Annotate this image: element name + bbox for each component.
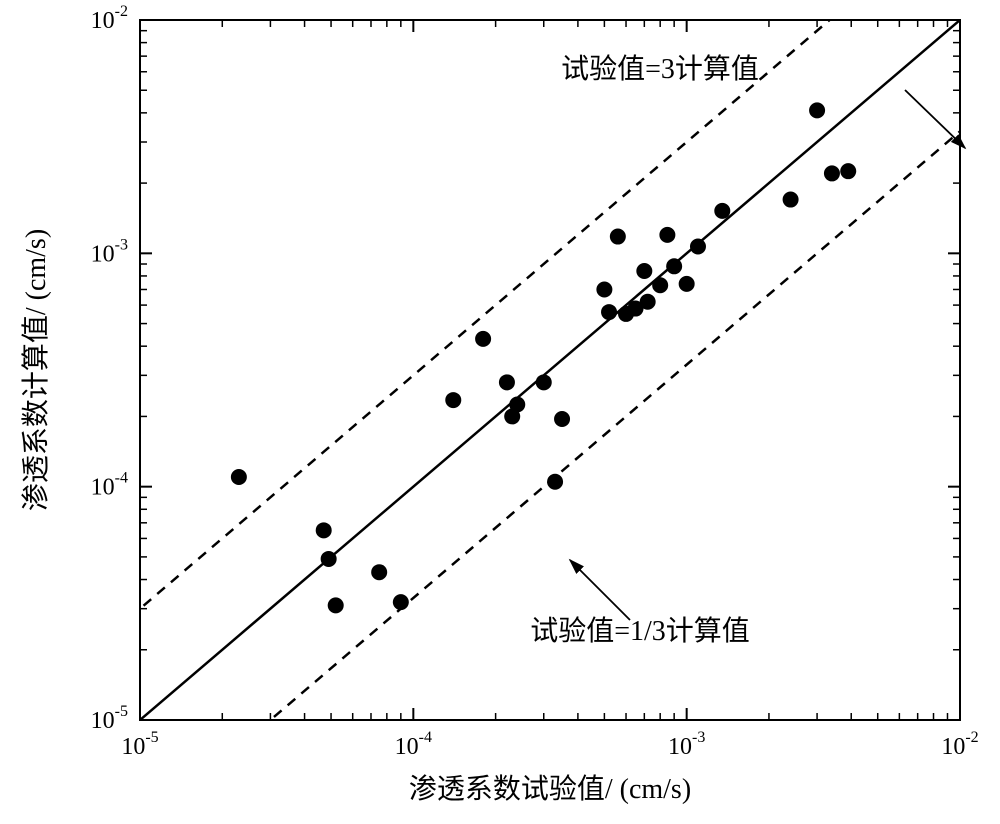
svg-text:试验值=3计算值: 试验值=3计算值: [561, 53, 759, 85]
x-axis-label: 渗透系数试验值/ (cm/s): [409, 773, 691, 805]
svg-text:10-3: 10-3: [91, 236, 128, 267]
chart-container: 10-5 10-4 10-3 10-2 10-5 10-4 10-3 10-2 试验值=3计算值…: [0, 0, 1000, 824]
svg-text:10-4: 10-4: [395, 729, 432, 760]
svg-text:10-5: 10-5: [121, 729, 158, 760]
svg-text:试验值=1/3计算值: 试验值=1/3计算值: [530, 615, 750, 647]
svg-text:10-3: 10-3: [668, 729, 705, 760]
scatter-chart: 10-5 10-4 10-3 10-2 10-5 10-4 10-3 10-2 试验值=3计算值…: [0, 0, 1000, 824]
svg-text:10-5: 10-5: [91, 703, 128, 734]
svg-text:10-4: 10-4: [91, 470, 128, 501]
y-axis-label: 渗透系数计算值/ (cm/s): [20, 229, 52, 511]
svg-text:10-2: 10-2: [941, 729, 978, 760]
svg-text:10-2: 10-2: [91, 3, 128, 34]
